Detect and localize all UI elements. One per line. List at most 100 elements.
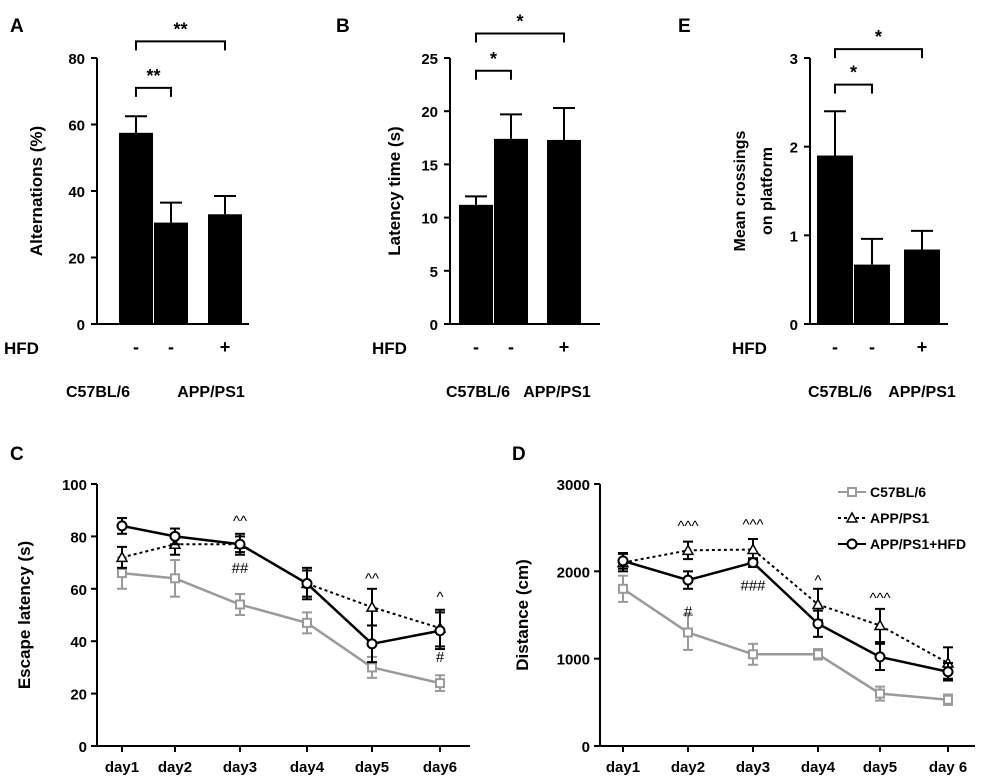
panel-d-legend-marker bbox=[845, 511, 859, 523]
panel-c-x-tick-label: day2 bbox=[158, 759, 192, 776]
panel-e-significance-label: * bbox=[850, 63, 857, 83]
panel-c-data-point bbox=[301, 578, 313, 590]
panel-d-data-point bbox=[618, 583, 628, 594]
panel-d-y-tick-label: 3000 bbox=[557, 477, 590, 494]
panel-d-x-tick-label: day3 bbox=[736, 759, 770, 776]
panel-d-x-tick-label: day2 bbox=[671, 759, 705, 776]
panel-d-annotation: ^^^ bbox=[677, 518, 698, 535]
panel-c-x-tick-label: day3 bbox=[223, 759, 257, 776]
panel-b-strain-label: APP/PS1 bbox=[523, 384, 591, 401]
panel-e-label: E bbox=[678, 16, 691, 37]
panel-d-legend-label: APP/PS1+HFD bbox=[870, 536, 966, 552]
panel-c-data-point bbox=[367, 662, 377, 673]
panel-d-legend-label: C57BL/6 bbox=[870, 484, 926, 500]
panel-a-hfd-value: - bbox=[168, 337, 174, 357]
panel-a-y-tick-label: 80 bbox=[68, 51, 85, 68]
panel-a-y-tick-label: 0 bbox=[77, 317, 85, 334]
panel-b-hfd-value: - bbox=[508, 337, 514, 357]
panel-c-y-axis-label: Escape latency (s) bbox=[15, 541, 34, 689]
panel-b-y-tick-label: 0 bbox=[430, 317, 438, 334]
panel-d-data-point bbox=[811, 597, 825, 610]
panel-d-annotation: ### bbox=[740, 578, 766, 595]
panel-c-y-tick-label: 0 bbox=[79, 739, 87, 756]
panel-d-data-point bbox=[813, 649, 823, 660]
panel-d-annotation: ^^^ bbox=[869, 590, 890, 607]
panel-d-series-line bbox=[622, 587, 949, 701]
panel-b-bar bbox=[459, 204, 493, 324]
panel-a-y-tick-label: 60 bbox=[68, 118, 85, 135]
panel-b-hfd-value: - bbox=[473, 337, 479, 357]
panel-d-x-tick-label: day4 bbox=[801, 759, 836, 776]
panel-c-x-tick-label: day1 bbox=[105, 759, 139, 776]
panel-d-label: D bbox=[512, 444, 526, 465]
panel-a-strain-label: C57BL/6 bbox=[66, 384, 130, 401]
panel-c-data-point bbox=[365, 600, 379, 612]
panel-c-y-tick-label: 80 bbox=[70, 529, 87, 546]
panel-d-data-point bbox=[943, 694, 953, 705]
panel-a-significance-bracket bbox=[135, 40, 226, 51]
panel-a-strain-label: APP/PS1 bbox=[177, 384, 245, 401]
panel-d-series-line bbox=[622, 559, 949, 673]
panel-e-y-tick-label: 3 bbox=[790, 51, 798, 68]
panel-c-annotation: ^ bbox=[436, 589, 443, 606]
panel-d-data-point bbox=[748, 649, 758, 660]
panel-b-significance-bracket bbox=[475, 69, 512, 80]
panel-c-data-point bbox=[170, 573, 180, 584]
panel-d-y-axis-label: Distance (cm) bbox=[513, 559, 532, 670]
panel-a-y-tick-label: 40 bbox=[68, 184, 85, 201]
panel-e-significance-bracket bbox=[834, 83, 873, 94]
panel-b-significance-label: * bbox=[516, 12, 523, 32]
panel-d-data-point bbox=[682, 574, 694, 586]
panel-e-y-tick-label: 0 bbox=[790, 317, 798, 334]
panel-a-hfd-label: HFD bbox=[4, 339, 39, 358]
panel-c-data-point bbox=[115, 550, 129, 563]
panel-c-data-point bbox=[116, 520, 128, 532]
panel-c-y-tick-label: 40 bbox=[70, 634, 87, 651]
panel-e-bar bbox=[854, 264, 890, 324]
panel-d-data-point bbox=[746, 542, 760, 555]
panel-e-hfd-value: - bbox=[832, 337, 838, 357]
panel-e-hfd-value: - bbox=[869, 337, 875, 357]
panel-c-data-point bbox=[366, 638, 378, 650]
panel-e-y-axis-label: Mean crossings bbox=[732, 130, 749, 251]
panel-d-data-point bbox=[747, 557, 759, 569]
panel-d-annotation: # bbox=[684, 604, 693, 621]
panel-e-hfd-label: HFD bbox=[732, 339, 767, 358]
panel-b-strain-label: C57BL/6 bbox=[446, 384, 510, 401]
panel-e-significance-bracket bbox=[834, 48, 923, 59]
panel-a-significance-label: ** bbox=[173, 19, 187, 39]
panel-c-y-tick-label: 60 bbox=[70, 582, 87, 599]
panel-c-data-point bbox=[302, 617, 312, 628]
panel-c-data-point bbox=[169, 530, 181, 542]
panel-e-bar bbox=[817, 155, 853, 324]
panel-a-hfd-value: - bbox=[133, 337, 139, 357]
panel-a-y-tick-label: 20 bbox=[68, 251, 85, 268]
panel-d-data-point bbox=[873, 618, 887, 631]
panel-e-strain-label: C57BL/6 bbox=[808, 384, 872, 401]
panel-d-series-line bbox=[622, 548, 949, 664]
panel-d-legend-marker bbox=[846, 538, 858, 550]
panel-b-significance-label: * bbox=[490, 49, 497, 69]
panel-d-x-tick-label: day5 bbox=[863, 759, 897, 776]
panel-b-y-tick-label: 10 bbox=[421, 211, 438, 228]
panel-a-bar bbox=[119, 132, 153, 324]
panel-c-data-point bbox=[234, 538, 246, 550]
panel-b-y-tick-label: 25 bbox=[421, 51, 438, 68]
panel-a-y-axis-label: Alternations (%) bbox=[27, 126, 46, 256]
panel-c-annotation: ^^ bbox=[233, 513, 247, 530]
panel-c-data-point bbox=[117, 568, 127, 579]
panel-d-y-tick-label: 0 bbox=[582, 739, 590, 756]
panel-d-y-tick-label: 1000 bbox=[557, 652, 590, 669]
panel-a-bar bbox=[154, 222, 188, 324]
panel-c-x-tick-label: day5 bbox=[355, 759, 389, 776]
panel-a-label: A bbox=[10, 16, 24, 37]
panel-d-annotation: ^ bbox=[814, 572, 821, 589]
panel-c-y-tick-label: 100 bbox=[62, 477, 87, 494]
panel-d-data-point bbox=[681, 543, 695, 556]
panel-c-annotation: # bbox=[436, 649, 445, 666]
panel-c-data-point bbox=[434, 625, 446, 637]
panel-b-hfd-value: + bbox=[559, 337, 570, 357]
panel-b-significance-bracket bbox=[475, 32, 565, 43]
panel-d-x-tick-label: day 6 bbox=[929, 759, 967, 776]
panel-d-data-point bbox=[875, 688, 885, 699]
